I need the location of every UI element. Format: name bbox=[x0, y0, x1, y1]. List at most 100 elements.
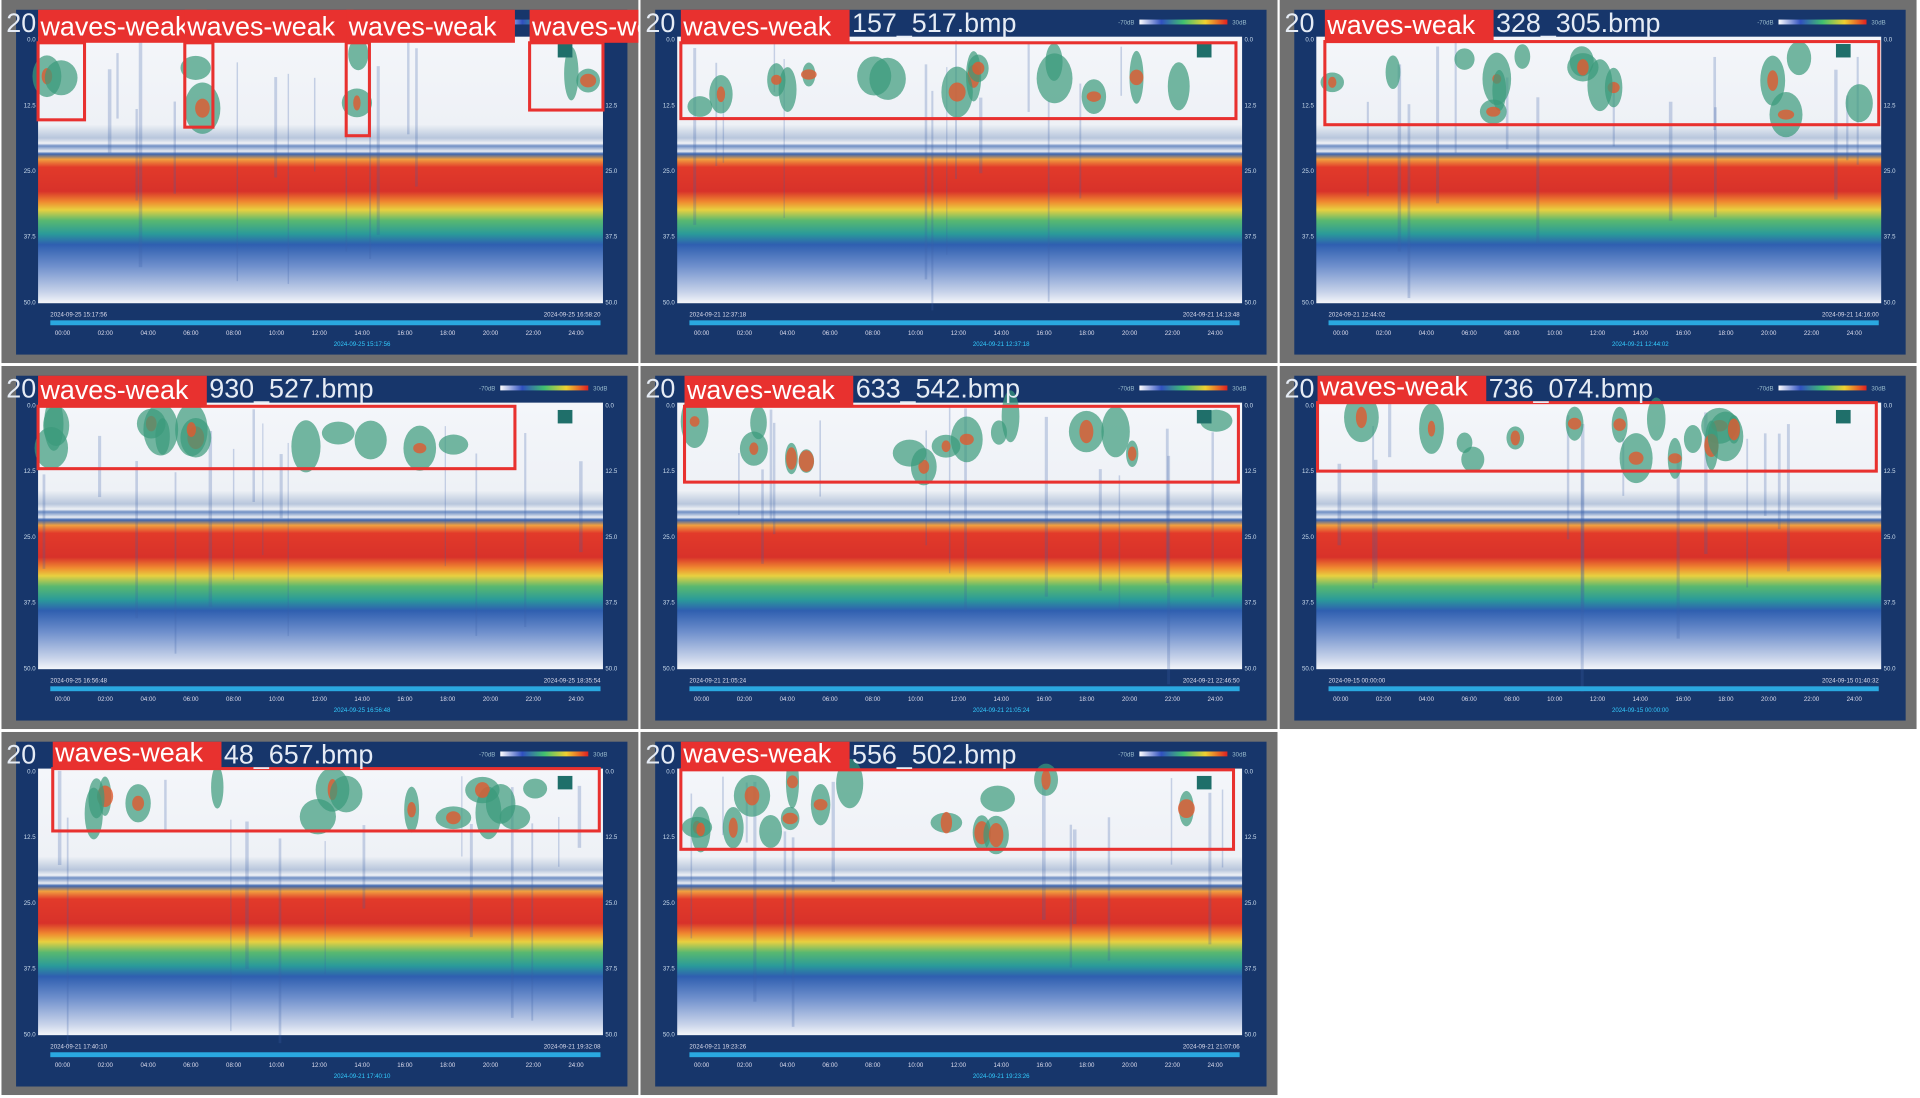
detection-label: waves-weak bbox=[682, 738, 831, 768]
depth-tick-left: 50.0 bbox=[663, 299, 675, 306]
hour-tick: 22:00 bbox=[1804, 330, 1820, 337]
detection-box bbox=[51, 767, 601, 833]
depth-tick-left: 12.5 bbox=[24, 468, 36, 475]
hour-tick: 20:00 bbox=[1761, 696, 1777, 703]
hour-tick: 22:00 bbox=[1165, 330, 1181, 337]
hour-tick: 10:00 bbox=[269, 330, 285, 337]
depth-tick-right: 25.0 bbox=[1245, 168, 1257, 175]
hour-tick: 00:00 bbox=[1333, 330, 1349, 337]
streak bbox=[979, 97, 983, 174]
streak bbox=[1047, 100, 1050, 302]
cursor-time: 2024-09-15 00:00:00 bbox=[1612, 707, 1669, 714]
streak bbox=[1211, 432, 1214, 598]
wave-echo bbox=[438, 434, 469, 455]
streak bbox=[1072, 829, 1077, 925]
depth-tick-left: 25.0 bbox=[663, 534, 675, 541]
wave-echo bbox=[1514, 44, 1531, 69]
depth-tick-right: 37.5 bbox=[605, 234, 617, 241]
label-background bbox=[52, 741, 222, 769]
depth-tick-right: 12.5 bbox=[1884, 468, 1896, 475]
pause-icon bbox=[1196, 44, 1212, 58]
depth-tick-right: 12.5 bbox=[605, 468, 617, 475]
end-time: 2024-09-21 19:32:08 bbox=[544, 1044, 601, 1051]
streak bbox=[376, 66, 380, 235]
depth-tick-right: 50.0 bbox=[605, 665, 617, 672]
wave-echo-core bbox=[413, 442, 427, 454]
streak bbox=[42, 474, 46, 569]
wave-echo-core bbox=[918, 459, 930, 474]
wave-echo bbox=[348, 38, 369, 71]
wave-echo bbox=[990, 420, 1007, 445]
wave-echo-core bbox=[1041, 769, 1051, 790]
hour-tick: 16:00 bbox=[1036, 330, 1052, 337]
legend-min: -70dB bbox=[1118, 751, 1134, 758]
streak bbox=[1107, 817, 1111, 961]
hour-tick: 02:00 bbox=[1376, 330, 1392, 337]
file-title-tail: 328_305.bmp bbox=[1496, 8, 1660, 38]
hour-tick: 04:00 bbox=[140, 330, 156, 337]
wave-echo-core bbox=[749, 442, 759, 455]
streak bbox=[138, 40, 143, 268]
file-title-head: 20 bbox=[6, 740, 36, 770]
cursor-time: 2024-09-25 15:17:56 bbox=[334, 341, 391, 348]
wave-echo-core bbox=[580, 73, 597, 88]
start-time: 2024-09-21 21:05:24 bbox=[689, 678, 746, 685]
color-legend bbox=[1778, 19, 1867, 25]
label-background bbox=[38, 9, 207, 43]
label-background bbox=[184, 9, 354, 43]
legend-max: 30dB bbox=[1232, 385, 1246, 392]
hour-tick: 00:00 bbox=[1333, 696, 1349, 703]
hour-tick: 24:00 bbox=[568, 330, 584, 337]
depth-tick-right: 25.0 bbox=[605, 168, 617, 175]
wave-echo bbox=[291, 420, 321, 473]
pause-icon bbox=[1196, 775, 1212, 790]
legend-min: -70dB bbox=[1118, 19, 1134, 26]
wave-echo-core bbox=[1510, 430, 1521, 446]
hour-tick: 06:00 bbox=[822, 696, 838, 703]
depth-tick-right: 0.0 bbox=[605, 403, 614, 410]
depth-tick-left: 37.5 bbox=[663, 966, 675, 973]
depth-tick-left: 12.5 bbox=[663, 834, 675, 841]
streak bbox=[236, 62, 239, 282]
file-title-tail: 48_657.bmp bbox=[224, 740, 373, 770]
streak bbox=[1118, 475, 1121, 611]
streak bbox=[722, 101, 725, 163]
hour-tick: 00:00 bbox=[55, 330, 71, 337]
hour-tick: 12:00 bbox=[951, 330, 967, 337]
hour-tick: 08:00 bbox=[865, 330, 881, 337]
streak bbox=[1580, 471, 1584, 692]
streak bbox=[577, 785, 582, 848]
depth-tick-left: 50.0 bbox=[1302, 665, 1314, 672]
hour-tick: 20:00 bbox=[1761, 330, 1777, 337]
streak bbox=[690, 793, 693, 939]
label-background bbox=[346, 9, 515, 43]
depth-tick-right: 12.5 bbox=[1884, 102, 1896, 109]
streak bbox=[1714, 107, 1717, 218]
pause-icon bbox=[1835, 44, 1851, 58]
hour-tick: 04:00 bbox=[140, 696, 156, 703]
wave-echo bbox=[44, 60, 78, 96]
end-time: 2024-09-25 16:58:20 bbox=[544, 312, 601, 319]
hour-tick: 06:00 bbox=[822, 330, 838, 337]
streak bbox=[1397, 64, 1402, 252]
streak bbox=[208, 430, 213, 607]
depth-tick-right: 0.0 bbox=[1245, 768, 1254, 775]
depth-tick-right: 37.5 bbox=[1245, 600, 1257, 607]
streak bbox=[738, 453, 740, 515]
wave-echo bbox=[1045, 43, 1063, 81]
depth-tick-left: 0.0 bbox=[1305, 37, 1314, 44]
hour-tick: 00:00 bbox=[694, 1062, 710, 1069]
depth-tick-left: 0.0 bbox=[666, 768, 675, 775]
color-legend bbox=[1139, 385, 1228, 391]
label-background bbox=[680, 9, 850, 43]
depth-tick-left: 25.0 bbox=[663, 168, 675, 175]
streak bbox=[831, 781, 835, 882]
depth-tick-left: 12.5 bbox=[24, 834, 36, 841]
pause-icon bbox=[557, 775, 573, 790]
wave-echo bbox=[759, 815, 782, 848]
file-title-tail: 157_517.bmp bbox=[852, 8, 1016, 38]
time-slider bbox=[1328, 686, 1879, 692]
streak bbox=[769, 409, 773, 519]
depth-tick-right: 37.5 bbox=[1245, 966, 1257, 973]
